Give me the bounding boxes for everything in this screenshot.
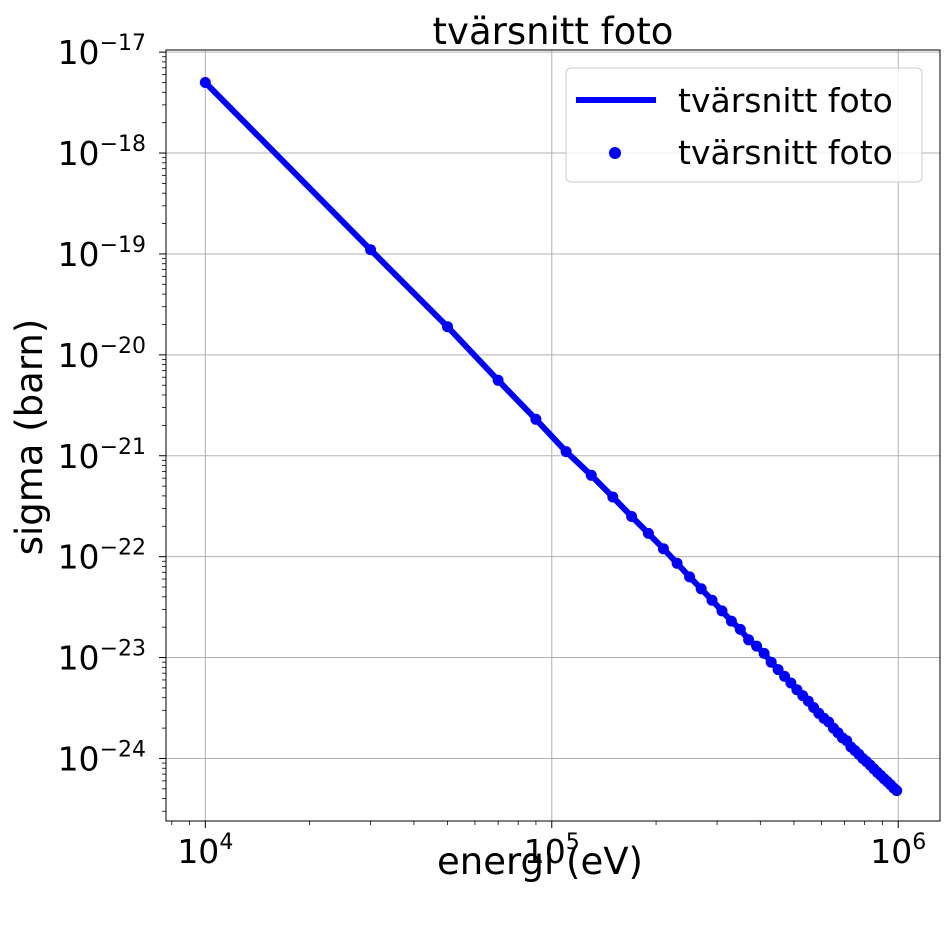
legend-label-line: tvärsnitt foto xyxy=(678,81,893,120)
data-point xyxy=(657,543,669,555)
legend-marker-swatch xyxy=(609,147,621,159)
y-tick-label: 10−24 xyxy=(58,737,146,778)
data-point xyxy=(560,446,572,458)
y-tick-label: 10−21 xyxy=(58,435,146,476)
x-axis: 104 105 106 xyxy=(177,821,926,871)
data-point xyxy=(772,664,784,676)
data-point xyxy=(734,623,746,635)
data-point xyxy=(492,374,504,386)
data-point xyxy=(758,647,770,659)
data-point xyxy=(695,583,707,595)
data-point xyxy=(716,605,728,617)
legend-label-scatter: tvärsnitt foto xyxy=(678,133,893,172)
x-axis-label: energi (eV) xyxy=(437,840,643,883)
y-axis: 10−17 10−18 10−19 10−20 10−21 10−22 10−23 10−24 xyxy=(58,31,166,778)
data-point xyxy=(725,615,737,627)
data-point xyxy=(607,491,619,503)
x-tick-label: 104 xyxy=(177,830,233,871)
y-axis-label: sigma (barn) xyxy=(8,319,51,556)
legend: tvärsnitt foto tvärsnitt foto xyxy=(565,67,923,183)
y-tick-label: 10−20 xyxy=(58,334,146,375)
data-point xyxy=(530,413,542,425)
data-point xyxy=(626,511,638,522)
data-point xyxy=(706,594,718,606)
legend-box xyxy=(565,67,923,183)
minor-ticks xyxy=(162,56,883,825)
plot-frame xyxy=(165,49,941,822)
y-tick-label: 10−19 xyxy=(58,233,146,274)
data-point xyxy=(751,640,763,652)
data-point xyxy=(585,469,597,481)
data-point xyxy=(891,785,903,797)
data-point xyxy=(743,634,755,646)
y-tick-label: 10−17 xyxy=(58,31,146,72)
data-point xyxy=(442,321,453,333)
x-tick-label: 106 xyxy=(870,830,926,871)
data-point xyxy=(365,244,377,256)
data-point xyxy=(671,557,683,569)
x-tick-label: 105 xyxy=(524,830,580,871)
series-layer xyxy=(199,77,903,797)
y-tick-label: 10−22 xyxy=(58,536,146,577)
data-point xyxy=(684,571,696,583)
chart-title: tvärsnitt foto xyxy=(433,10,674,53)
y-tick-label: 10−23 xyxy=(58,637,146,678)
data-point xyxy=(199,77,211,88)
y-tick-label: 10−18 xyxy=(58,132,146,173)
data-point xyxy=(765,656,777,668)
data-point xyxy=(642,527,654,539)
